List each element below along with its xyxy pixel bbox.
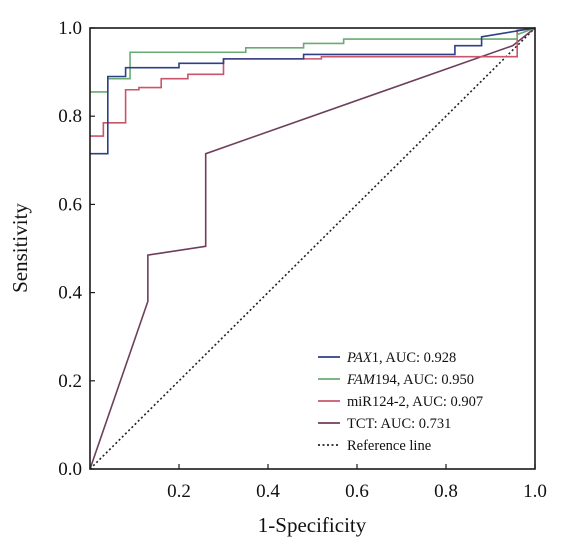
y-tick-label: 0.2	[58, 371, 82, 392]
series-line-3	[89, 27, 536, 470]
x-tick-label: 0.2	[167, 481, 191, 502]
y-tick-label: 0.8	[58, 106, 82, 127]
legend-label: TCT: AUC: 0.731	[347, 416, 451, 432]
x-tick-label: 0.6	[345, 481, 369, 502]
x-tick-label: 1.0	[523, 481, 547, 502]
legend-label: PAX1, AUC: 0.928	[346, 350, 456, 366]
x-tick-label: 0.4	[256, 481, 280, 502]
legend-label: FAM194, AUC: 0.950	[346, 372, 474, 388]
legend-label: miR124-2, AUC: 0.907	[347, 394, 483, 410]
y-axis-title: Sensitivity	[8, 203, 32, 293]
y-tick-label: 0.6	[58, 194, 82, 215]
tick-layer: 0.2 0.4 0.6 0.8 1.0 0.0 0.2 0.4 0.6 0.8 1.0	[58, 18, 547, 502]
series-line-1	[90, 27, 536, 93]
plot-frame	[89, 27, 536, 470]
y-tick-label: 0.0	[58, 459, 82, 480]
legend: PAX1, AUC: 0.928 FAM194, AUC: 0.950 miR124…	[318, 350, 483, 454]
legend-label-reference: Reference line	[347, 438, 431, 454]
reference-line	[89, 27, 536, 470]
series-line-0	[90, 27, 536, 155]
y-tick-label: 1.0	[58, 18, 82, 39]
x-tick-label: 0.8	[434, 481, 458, 502]
series-line-2	[90, 27, 536, 137]
x-axis-title: 1-Specificity	[258, 513, 367, 537]
y-tick-label: 0.4	[58, 283, 82, 304]
series-layer	[89, 27, 536, 470]
